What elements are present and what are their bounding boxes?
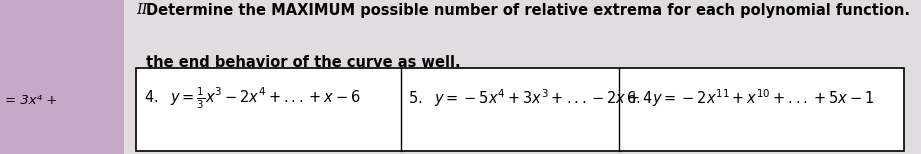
Bar [0,0,124,154]
Text: = 3x⁴ +: = 3x⁴ + [5,94,57,107]
Bar [124,0,921,154]
Text: $\mathit{4.}\ \ y=\frac{1}{3}x^3-2x^4+...+x-6$: $\mathit{4.}\ \ y=\frac{1}{3}x^3-2x^4+..… [144,86,360,111]
Text: $\mathit{6.}\ \ y=-2x^{11}+x^{10}+...+5x-1$: $\mathit{6.}\ \ y=-2x^{11}+x^{10}+...+5x… [626,88,874,109]
Text: Determine the MAXIMUM possible number of relative extrema for each polynomial fu: Determine the MAXIMUM possible number of… [146,3,921,18]
Text: $\mathit{5.}\ \ y=-5x^4+3x^3+...-2x+4$: $\mathit{5.}\ \ y=-5x^4+3x^3+...-2x+4$ [408,88,653,109]
Text: the end behavior of the curve as well.: the end behavior of the curve as well. [146,55,460,70]
Text: II.: II. [136,3,153,17]
Bar [136,68,904,151]
